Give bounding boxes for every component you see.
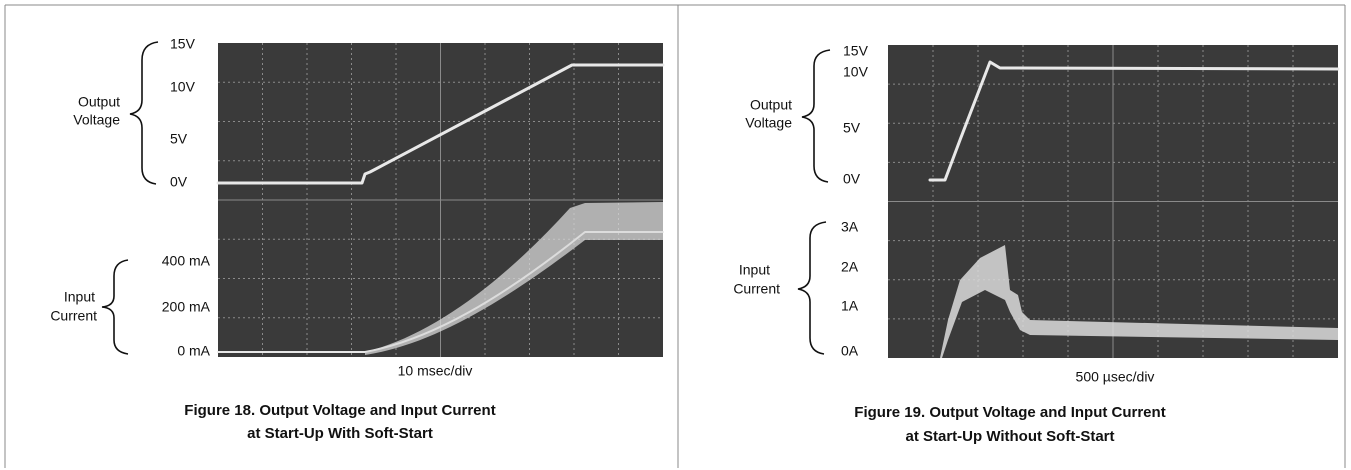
timebase: 500 µsec/div bbox=[1076, 369, 1155, 385]
brace bbox=[797, 221, 827, 355]
voltage-tick: 5V bbox=[843, 120, 861, 136]
voltage-trace bbox=[216, 63, 665, 185]
caption: Figure 18. Output Voltage and Input Curr… bbox=[184, 402, 495, 419]
voltage-tick: 10V bbox=[170, 79, 196, 95]
voltage-tick: 0V bbox=[170, 174, 188, 190]
voltage-tick: 0V bbox=[843, 171, 861, 187]
voltage-tick: 5V bbox=[170, 131, 188, 147]
brace bbox=[129, 41, 159, 185]
current-tick: 0 mA bbox=[177, 343, 210, 359]
voltage-tick: 10V bbox=[843, 64, 869, 80]
current-tick: 1A bbox=[841, 298, 859, 314]
current-label: Input bbox=[739, 262, 770, 278]
voltage-trace bbox=[928, 60, 1340, 182]
current-label: Current bbox=[50, 308, 97, 324]
caption: at Start-Up Without Soft-Start bbox=[905, 428, 1114, 445]
scope-grids bbox=[218, 43, 1338, 358]
caption: Figure 19. Output Voltage and Input Curr… bbox=[854, 404, 1165, 421]
voltage-label: Voltage bbox=[73, 112, 120, 128]
current-tick: 2A bbox=[841, 259, 859, 275]
timebase: 10 msec/div bbox=[398, 363, 473, 379]
current-trace-band bbox=[365, 202, 663, 355]
brace bbox=[101, 259, 129, 355]
brace bbox=[801, 49, 831, 183]
current-tick: 400 mA bbox=[162, 253, 211, 269]
current-label: Input bbox=[64, 289, 95, 305]
voltage-label: Voltage bbox=[745, 115, 792, 131]
caption: at Start-Up With Soft-Start bbox=[247, 425, 433, 442]
current-trace-band bbox=[930, 245, 1338, 358]
current-tick: 0A bbox=[841, 343, 859, 359]
voltage-tick: 15V bbox=[170, 36, 196, 52]
voltage-label: Output bbox=[78, 94, 120, 110]
current-tick: 200 mA bbox=[162, 299, 211, 315]
voltage-tick: 15V bbox=[843, 43, 869, 59]
voltage-label: Output bbox=[750, 97, 792, 113]
current-label: Current bbox=[733, 281, 780, 297]
current-tick: 3A bbox=[841, 219, 859, 235]
